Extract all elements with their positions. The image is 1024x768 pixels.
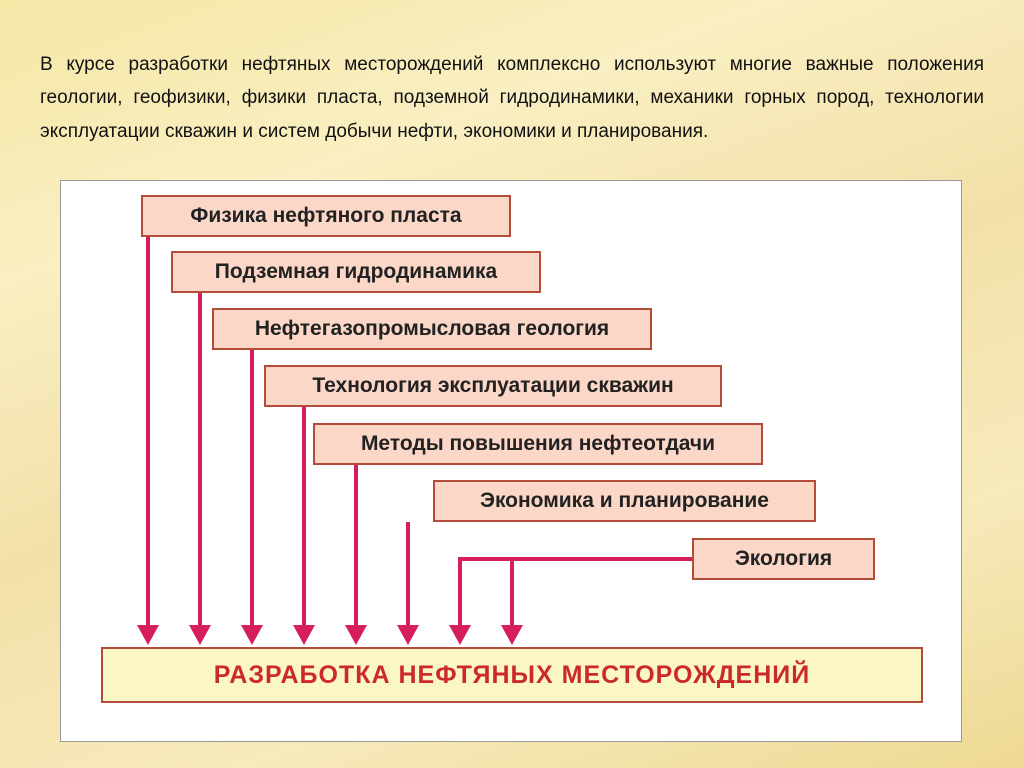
box-tech: Технология эксплуатации скважин bbox=[264, 365, 722, 407]
slide-root: В курсе разработки нефтяных месторождени… bbox=[0, 0, 1024, 768]
arrow-head-icon bbox=[241, 625, 263, 645]
arrow-line bbox=[198, 293, 202, 625]
box-label: Нефтегазопромысловая геология bbox=[255, 317, 609, 341]
box-economics: Экономика и планирование bbox=[433, 480, 816, 522]
arrow-head-icon bbox=[345, 625, 367, 645]
arrow-line bbox=[146, 237, 150, 625]
diagram-canvas: Физика нефтяного пласта Подземная гидрод… bbox=[60, 180, 962, 742]
box-hydro: Подземная гидродинамика bbox=[171, 251, 541, 293]
arrow-head-icon bbox=[137, 625, 159, 645]
box-label: Экология bbox=[735, 547, 832, 571]
connector-line bbox=[458, 557, 462, 625]
arrow-head-icon bbox=[189, 625, 211, 645]
arrow-head-icon bbox=[449, 625, 471, 645]
box-geology: Нефтегазопромысловая геология bbox=[212, 308, 652, 350]
result-box: РАЗРАБОТКА НЕФТЯНЫХ МЕСТОРОЖДЕНИЙ bbox=[101, 647, 923, 703]
box-label: Технология эксплуатации скважин bbox=[312, 374, 673, 398]
connector-line bbox=[510, 557, 514, 625]
box-recovery: Методы повышения нефтеотдачи bbox=[313, 423, 763, 465]
box-label: Методы повышения нефтеотдачи bbox=[361, 432, 715, 456]
arrow-line bbox=[302, 407, 306, 625]
box-label: Экономика и планирование bbox=[480, 489, 769, 513]
arrow-head-icon bbox=[501, 625, 523, 645]
arrow-line bbox=[250, 350, 254, 625]
box-physics: Физика нефтяного пласта bbox=[141, 195, 511, 237]
box-ecology: Экология bbox=[692, 538, 875, 580]
arrow-line bbox=[406, 522, 410, 625]
box-label: Физика нефтяного пласта bbox=[190, 204, 461, 228]
connector-line bbox=[458, 557, 692, 561]
arrow-line bbox=[354, 465, 358, 625]
arrow-head-icon bbox=[397, 625, 419, 645]
arrow-head-icon bbox=[293, 625, 315, 645]
intro-paragraph: В курсе разработки нефтяных месторождени… bbox=[40, 48, 984, 148]
box-label: Подземная гидродинамика bbox=[215, 260, 497, 284]
result-label: РАЗРАБОТКА НЕФТЯНЫХ МЕСТОРОЖДЕНИЙ bbox=[214, 661, 810, 690]
